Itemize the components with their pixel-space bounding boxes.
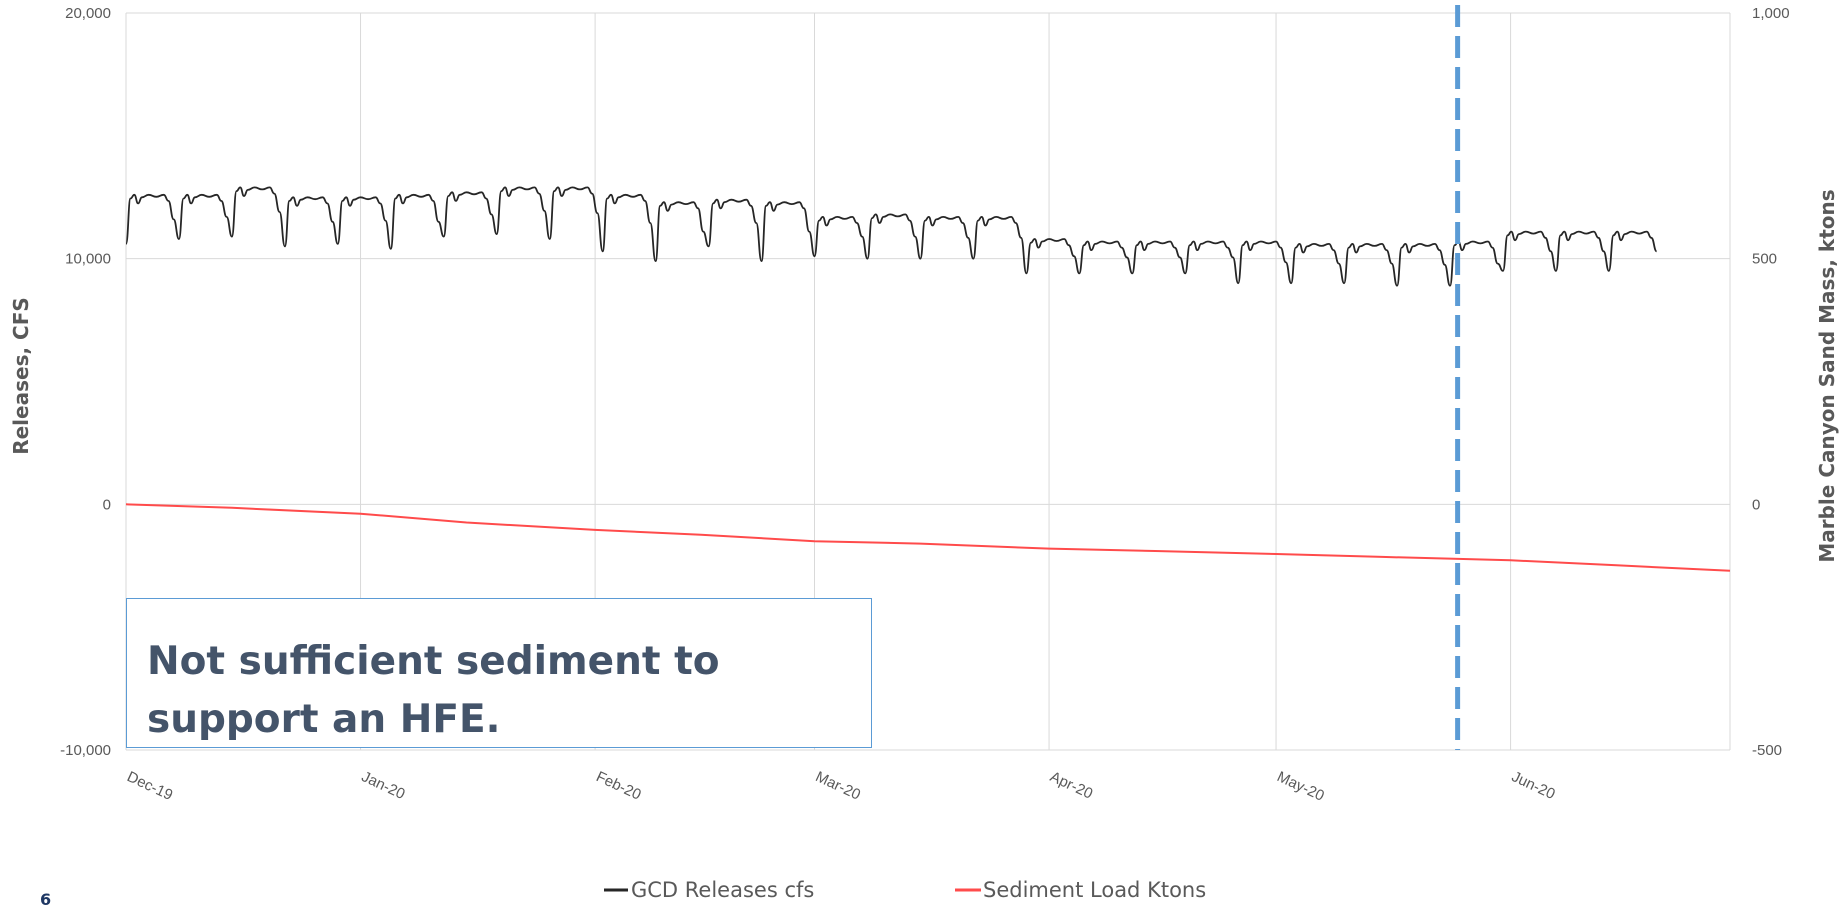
y-right-tick-label: 0 <box>1752 496 1760 513</box>
y-right-tick-label: 500 <box>1752 251 1777 268</box>
x-tick-label: Jan-20 <box>359 768 408 803</box>
x-tick-label: Apr-20 <box>1047 768 1095 802</box>
annotation-line-2: support an HFE. <box>147 697 501 742</box>
x-tick-label: Dec-19 <box>124 768 175 804</box>
chart-legend: GCD Releases cfs Sediment Load Ktons <box>604 878 1206 902</box>
x-tick-label: May-20 <box>1274 768 1327 805</box>
y-right-tick-label: 1,000 <box>1752 5 1790 22</box>
y-axis-left-title: Releases, CFS <box>9 297 33 455</box>
page-number: 6 <box>40 890 52 909</box>
chart-series <box>125 5 1731 750</box>
y-left-tick-label: 10,000 <box>65 251 111 268</box>
chart-gridlines <box>125 12 1731 751</box>
annotation-callout: Not sufficient sediment to support an HF… <box>126 598 872 748</box>
y-left-tick-label: 20,000 <box>65 5 111 22</box>
x-tick-label: Jun-20 <box>1509 768 1558 803</box>
y-left-tick-label: 0 <box>103 496 111 513</box>
y-right-tick-label: -500 <box>1752 742 1782 759</box>
y-left-tick-label: -10,000 <box>60 742 111 759</box>
legend-label-releases: GCD Releases cfs <box>631 878 814 902</box>
series-line-gcd-releases <box>125 186 1658 287</box>
x-tick-label: Mar-20 <box>813 768 863 803</box>
annotation-line-1: Not sufficient sediment to <box>147 639 720 684</box>
y-axis-right-title: Marble Canyon Sand Mass, ktons <box>1815 189 1839 562</box>
legend-label-sediment: Sediment Load Ktons <box>983 878 1206 902</box>
x-tick-label: Feb-20 <box>593 768 643 803</box>
series-line-sediment-load <box>125 503 1731 572</box>
